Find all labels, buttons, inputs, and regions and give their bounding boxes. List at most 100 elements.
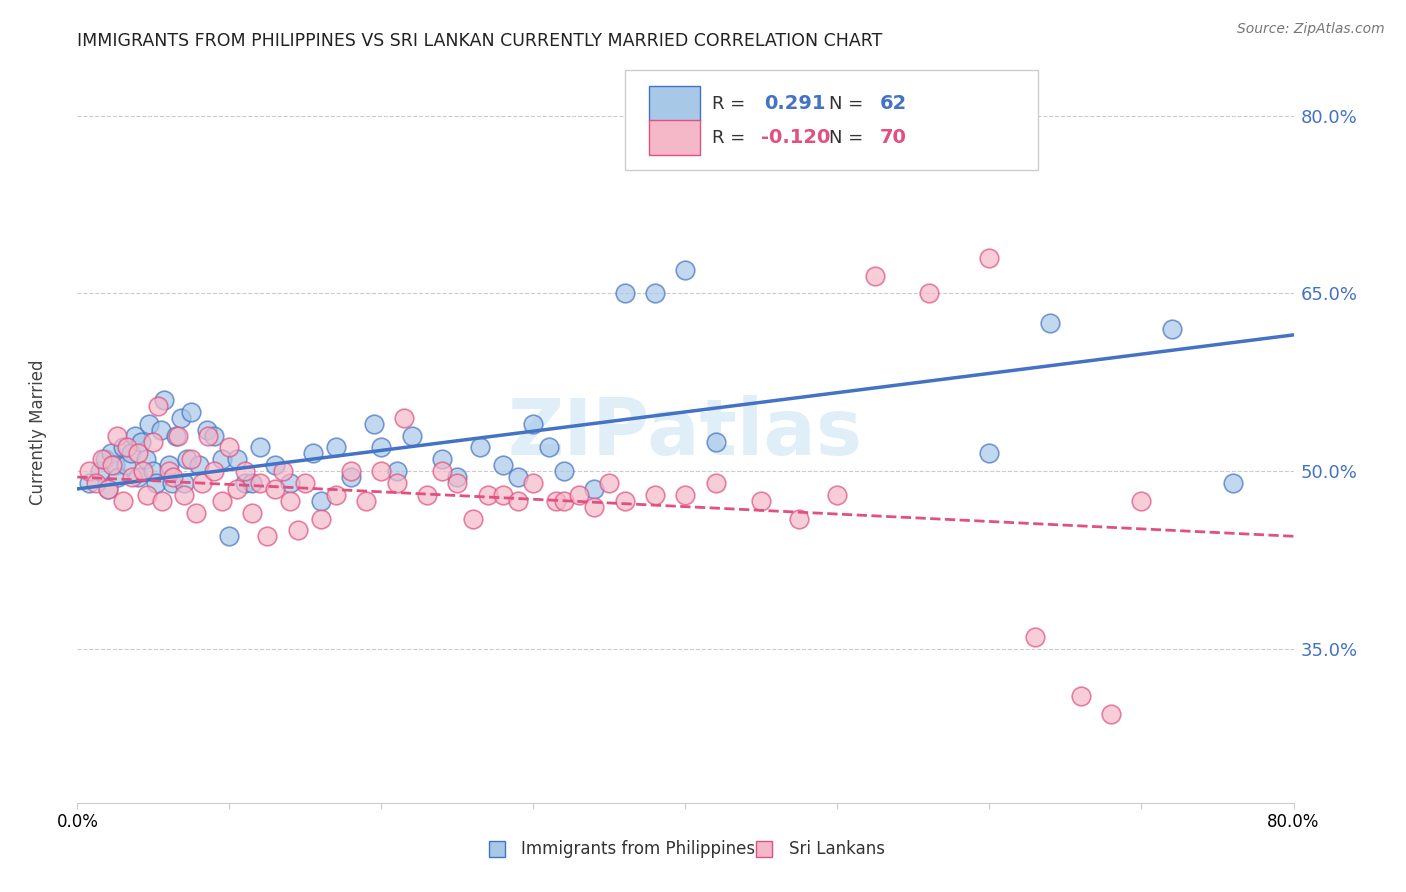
Point <box>508 470 530 484</box>
Point <box>127 470 149 484</box>
Point <box>124 428 146 442</box>
Point <box>294 475 316 490</box>
Point <box>508 493 530 508</box>
Point <box>675 488 697 502</box>
Point <box>309 493 332 508</box>
Point <box>115 458 138 473</box>
Point <box>117 441 139 455</box>
Point <box>218 529 240 543</box>
Point <box>385 464 408 478</box>
Point <box>1039 316 1062 330</box>
Point <box>537 441 560 455</box>
Point <box>149 423 172 437</box>
Point <box>644 488 666 502</box>
Point <box>309 511 332 525</box>
Point <box>89 464 111 478</box>
Point <box>446 475 468 490</box>
Point <box>79 475 101 490</box>
Point <box>100 446 122 460</box>
Point <box>105 428 128 442</box>
Point <box>180 452 202 467</box>
Point <box>704 434 727 449</box>
Point <box>546 493 568 508</box>
Point <box>446 470 468 484</box>
Point <box>827 488 849 502</box>
Point <box>104 458 127 473</box>
Point <box>583 482 606 496</box>
Point <box>79 464 101 478</box>
FancyBboxPatch shape <box>650 87 700 121</box>
Point <box>173 488 195 502</box>
Point <box>979 446 1001 460</box>
Point <box>111 441 134 455</box>
Point <box>287 524 309 538</box>
Point <box>152 493 174 508</box>
Point <box>160 475 183 490</box>
Point <box>240 475 263 490</box>
Point <box>492 488 515 502</box>
Text: -0.120: -0.120 <box>761 128 830 147</box>
Point <box>477 488 499 502</box>
Point <box>302 446 325 460</box>
Point <box>278 475 301 490</box>
Point <box>470 441 492 455</box>
Text: Immigrants from Philippines: Immigrants from Philippines <box>522 839 755 858</box>
Point <box>264 482 287 496</box>
Text: N =: N = <box>830 129 869 147</box>
Text: ZIPatlas: ZIPatlas <box>508 394 863 471</box>
Point <box>191 475 214 490</box>
Point <box>340 464 363 478</box>
Text: 0.291: 0.291 <box>765 95 825 113</box>
Point <box>226 482 249 496</box>
Point <box>401 428 423 442</box>
Point <box>613 286 636 301</box>
Point <box>93 452 115 467</box>
Text: R =: R = <box>713 129 751 147</box>
Point <box>751 493 773 508</box>
Text: IMMIGRANTS FROM PHILIPPINES VS SRI LANKAN CURRENTLY MARRIED CORRELATION CHART: IMMIGRANTS FROM PHILIPPINES VS SRI LANKA… <box>77 32 883 50</box>
Point <box>278 493 301 508</box>
Point <box>146 399 169 413</box>
Point <box>136 488 159 502</box>
Point <box>142 464 165 478</box>
Point <box>188 458 211 473</box>
Point <box>430 452 453 467</box>
Point <box>120 446 142 460</box>
Point <box>101 458 124 473</box>
Point <box>184 506 207 520</box>
Point <box>226 452 249 467</box>
Point <box>240 506 263 520</box>
Point <box>90 452 112 467</box>
Point <box>142 434 165 449</box>
FancyBboxPatch shape <box>624 70 1038 169</box>
Point <box>979 251 1001 265</box>
Point <box>370 441 392 455</box>
Point <box>202 464 225 478</box>
Point <box>173 475 195 490</box>
Point <box>162 470 184 484</box>
Point <box>370 464 392 478</box>
Point <box>218 441 240 455</box>
Text: N =: N = <box>830 95 869 113</box>
Point <box>111 493 134 508</box>
Point <box>249 475 271 490</box>
Text: 62: 62 <box>880 95 907 113</box>
Point <box>157 458 180 473</box>
Point <box>176 452 198 467</box>
Point <box>180 405 202 419</box>
Point <box>1222 475 1244 490</box>
Point <box>789 511 811 525</box>
Point <box>165 428 187 442</box>
Point <box>1161 322 1184 336</box>
Point <box>583 500 606 514</box>
Point <box>553 493 575 508</box>
Point <box>256 529 278 543</box>
Point <box>553 464 575 478</box>
Point <box>97 482 120 496</box>
Point <box>461 511 484 525</box>
Point <box>325 441 347 455</box>
Point <box>675 262 697 277</box>
Point <box>340 470 363 484</box>
Point <box>363 417 385 431</box>
Point <box>385 475 408 490</box>
